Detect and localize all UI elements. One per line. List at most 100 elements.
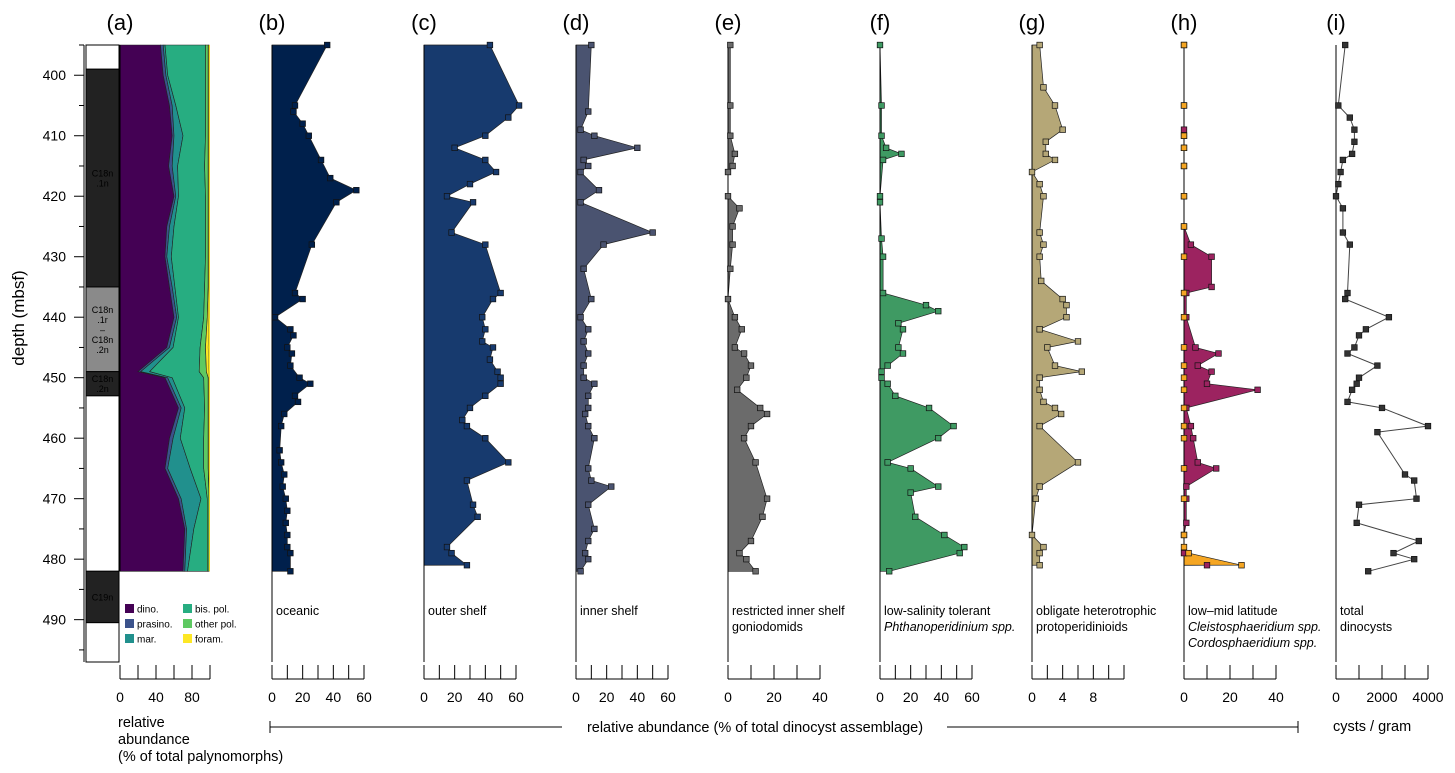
data-point [585,108,592,115]
data-point [1208,253,1215,260]
panel-label: outer shelf [428,604,487,618]
data-point [1411,556,1418,563]
legend-swatch [125,619,134,628]
depth-tick-label: 420 [43,188,67,204]
data-point [281,471,288,478]
data-point [1183,519,1190,527]
data-point [736,549,743,557]
panel-letter: (d) [563,10,590,35]
data-point [884,459,891,466]
data-point [1036,41,1043,49]
x-tick-label: 20 [447,689,463,705]
data-point [1078,368,1085,375]
data-point [740,435,748,442]
data-point [1032,495,1039,502]
data-point [899,350,907,357]
data-point [577,199,584,206]
data-point [1051,156,1059,164]
data-point [1059,126,1066,133]
data-point [580,156,587,164]
data-point [591,525,598,533]
x-tick-label: 0 [876,689,884,705]
data-point [884,362,891,369]
curve-area [879,44,965,572]
data-point [1238,562,1245,569]
data-point [1038,277,1045,285]
data-point [1374,428,1381,436]
data-point [1390,549,1397,557]
data-point [1208,283,1215,291]
x-tick-label: 20 [599,689,615,705]
x-tick-label: 0 [1028,689,1036,705]
data-point [294,398,302,406]
data-point [278,422,285,430]
panel-a-xlabel: abundance [118,732,190,748]
data-point [580,265,587,272]
data-point [882,144,890,151]
data-point [585,350,592,357]
x-tick-label: 40 [630,689,646,705]
curve-area [271,44,358,572]
data-point [879,289,887,297]
data-point [469,199,477,206]
chron-label: C18n [92,335,114,345]
data-point [1411,477,1418,484]
data-point [284,507,291,514]
curve-area [1183,45,1242,566]
data-point [482,132,489,139]
data-point [588,477,595,484]
data-point [1051,404,1059,412]
data-point [1374,362,1381,369]
data-point [1215,350,1222,357]
data-point [585,465,592,472]
data-point [1180,465,1188,472]
data-point [591,132,598,139]
data-point [580,374,587,381]
data-point [757,404,764,412]
data-point [763,495,771,502]
legend-entry: other pol. [195,620,237,631]
data-point [469,501,477,508]
panel-e: (e) 0 20 40 restricted inner shelf goniodomid… [715,10,846,705]
data-point [1044,344,1051,351]
data-point [505,114,512,121]
x-tick-label: 40 [326,689,342,705]
data-point [466,180,474,188]
x-tick-label: 0 [1180,689,1188,705]
depth-tick-label: 440 [43,309,67,325]
data-point [307,380,314,387]
panel-letter: (c) [411,10,437,35]
data-point [878,368,885,375]
data-point [649,229,656,236]
panel-label: inner shelf [580,604,638,618]
panel-letter: (f) [870,10,891,35]
data-point [585,422,592,430]
data-point [876,41,884,49]
data-point [1028,168,1036,176]
panel-label: Cleistosphaeridium spp. [1188,620,1321,634]
data-point [1344,350,1351,357]
data-point [752,568,759,575]
data-point [282,519,289,527]
data-point [580,362,587,369]
data-point [1180,344,1188,351]
data-point [308,241,316,248]
data-point [935,308,942,315]
data-point [1036,180,1043,188]
data-point [271,314,279,321]
data-point [1036,326,1043,333]
data-point [1213,465,1220,472]
data-point [608,483,615,490]
data-point [505,459,512,466]
data-point [1059,295,1066,303]
panel-letter: (e) [715,10,742,35]
data-point [585,556,592,563]
data-point [727,102,734,109]
x-tick-label: 0 [724,689,732,705]
data-point [1424,422,1432,430]
data-point [1401,471,1409,478]
x-tick-label: 0 [1332,689,1340,705]
